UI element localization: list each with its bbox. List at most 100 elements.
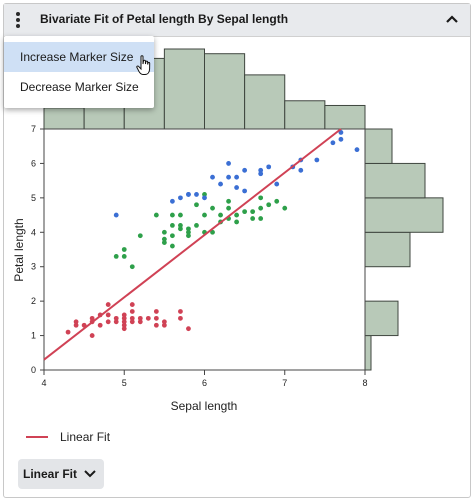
scatter-point: [202, 212, 207, 218]
scatter-point: [226, 205, 231, 211]
scatter-point: [113, 212, 119, 218]
scatter-point: [129, 302, 135, 307]
scatter-point: [105, 312, 111, 318]
scatter-point: [145, 315, 151, 321]
scatter-point: [258, 171, 264, 177]
chevron-down-icon: [84, 470, 96, 478]
scatter-point: [234, 219, 240, 225]
y-tick-label: 3: [31, 262, 36, 272]
scatter-point: [178, 195, 183, 201]
scatter-point: [250, 216, 256, 221]
scatter-point: [129, 264, 135, 270]
scatter-point: [161, 229, 167, 235]
bivariate-chart: 4 5 6 7 8 0 1 2 3 4 5 6 7 Sepal length Petal length: [12, 48, 444, 413]
scatter-point: [170, 223, 175, 228]
right-histogram-bar: [364, 231, 411, 268]
scatter-point: [121, 319, 127, 325]
y-axis: 0 1 2 3 4 5 6 7: [31, 124, 44, 375]
scatter-point: [202, 192, 207, 197]
scatter-point: [210, 174, 215, 180]
scatter-point: [113, 315, 119, 321]
scatter-point: [65, 329, 71, 335]
y-tick-label: 0: [31, 365, 36, 375]
scatter-point: [266, 202, 272, 208]
scatter-point: [161, 322, 167, 328]
scatter-point: [178, 223, 183, 228]
right-histogram-bar: [364, 197, 444, 233]
right-histogram-bar: [364, 335, 372, 371]
scatter-points: [65, 130, 360, 338]
scatter-point: [242, 209, 248, 215]
scatter-point: [170, 212, 175, 218]
more-options-icon[interactable]: [11, 10, 25, 30]
top-histogram-bar: [244, 74, 286, 130]
scatter-point: [161, 319, 167, 325]
scatter-point: [137, 233, 143, 239]
scatter-point: [178, 315, 183, 321]
scatter-point: [178, 212, 183, 218]
scatter-point: [105, 319, 111, 325]
scatter-point: [121, 322, 127, 328]
scatter-point: [129, 315, 135, 321]
panel-title: Bivariate Fit of Petal length By Sepal l…: [40, 12, 289, 26]
scatter-point: [113, 319, 119, 325]
right-histogram-bar: [364, 128, 393, 164]
linear-fit-dropdown-button[interactable]: Linear Fit: [18, 459, 104, 489]
scatter-point: [218, 181, 223, 187]
scatter-point: [298, 167, 304, 173]
menu-item-decrease-marker-size[interactable]: Decrease Marker Size: [20, 80, 139, 94]
scatter-point: [73, 322, 79, 328]
scatter-point: [105, 302, 111, 307]
scatter-point: [194, 192, 199, 197]
right-histogram-bar: [364, 300, 399, 337]
bivariate-panel: Bivariate Fit of Petal length By Sepal l…: [3, 3, 471, 498]
scatter-point: [121, 247, 127, 252]
x-tick-label: 8: [362, 378, 367, 388]
scatter-point: [153, 212, 159, 218]
x-axis: 4 5 6 7 8: [41, 370, 368, 388]
scatter-point: [137, 315, 143, 321]
top-histogram-bar: [43, 107, 85, 130]
plot-area: [43, 128, 366, 371]
scatter-point: [121, 315, 127, 321]
top-histogram-bar: [204, 53, 246, 130]
scatter-point: [226, 198, 231, 204]
scatter-point: [73, 319, 79, 325]
scatter-point: [186, 229, 191, 235]
scatter-point: [121, 326, 127, 332]
menu-item-increase-marker-size[interactable]: Increase Marker Size: [4, 42, 154, 72]
scatter-point: [338, 136, 344, 142]
scatter-point: [161, 236, 167, 242]
linear-fit-line: [43, 128, 342, 361]
scatter-point: [258, 195, 264, 201]
scatter-point: [194, 202, 199, 208]
scatter-point: [137, 319, 143, 325]
scatter-point: [178, 309, 183, 314]
collapse-chevron-up-icon[interactable]: [444, 12, 460, 28]
scatter-point: [234, 174, 240, 180]
scatter-point: [89, 315, 95, 321]
scatter-point: [330, 140, 336, 146]
y-tick-label: 5: [31, 193, 36, 203]
linear-fit-button-label: Linear Fit: [23, 467, 78, 481]
x-tick-label: 5: [122, 378, 127, 388]
scatter-point: [186, 226, 191, 232]
x-tick-label: 4: [41, 378, 46, 388]
scatter-point: [210, 229, 215, 235]
scatter-point: [242, 188, 248, 194]
y-tick-label: 6: [31, 158, 36, 168]
top-histogram-bar: [163, 48, 205, 130]
scatter-point: [186, 233, 191, 239]
x-tick-label: 7: [282, 378, 287, 388]
scatter-point: [234, 212, 240, 218]
scatter-point: [258, 167, 264, 173]
scatter-point: [314, 157, 320, 163]
scatter-point: [129, 319, 135, 325]
scatter-point: [121, 253, 127, 259]
scatter-point: [129, 309, 135, 314]
right-histogram-bar: [364, 162, 426, 199]
top-histogram-bar: [324, 104, 366, 130]
scatter-point: [178, 226, 183, 232]
scatter-point: [161, 240, 167, 246]
scatter-point: [226, 174, 231, 180]
